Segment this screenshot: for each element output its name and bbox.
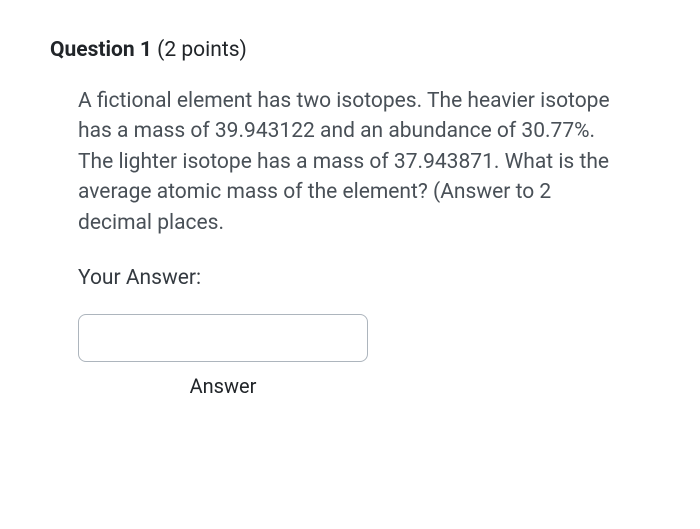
question-number: Question 1 [50, 38, 152, 62]
answer-input-wrapper: Answer [78, 314, 650, 398]
answer-prompt-label: Your Answer: [78, 266, 650, 290]
question-header: Question 1 (2 points) [50, 38, 650, 62]
answer-input-caption: Answer [78, 374, 368, 398]
question-text: A fictional element has two isotopes. Th… [78, 86, 618, 238]
question-body: A fictional element has two isotopes. Th… [50, 86, 650, 398]
question-points: (2 points) [157, 38, 247, 62]
answer-input[interactable] [78, 314, 368, 362]
